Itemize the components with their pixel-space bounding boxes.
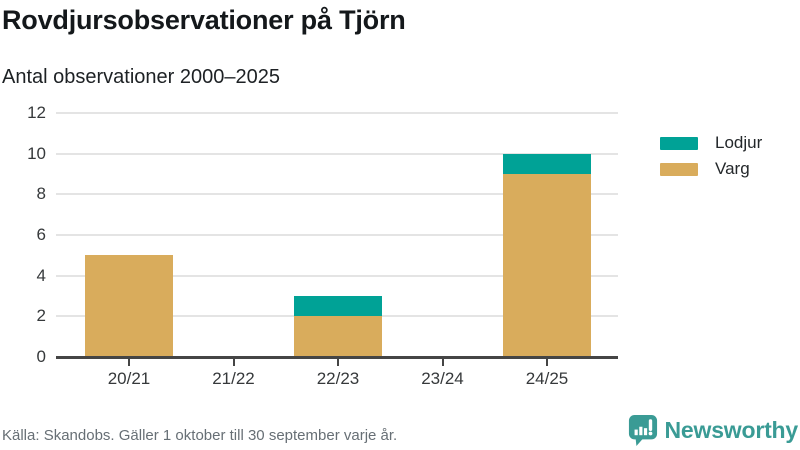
x-axis-tick bbox=[337, 359, 339, 366]
y-grid-line bbox=[56, 274, 618, 277]
brand-link[interactable]: Newsworthy bbox=[628, 413, 798, 447]
y-axis-label: 2 bbox=[36, 306, 46, 326]
x-axis-label: 24/25 bbox=[525, 369, 569, 388]
y-grid-line bbox=[56, 234, 618, 236]
legend-label: Varg bbox=[715, 159, 750, 178]
x-axis-label: 21/22 bbox=[212, 369, 255, 388]
y-grid-line bbox=[56, 112, 618, 114]
y-axis-label: 8 bbox=[36, 184, 46, 204]
x-axis-tick bbox=[441, 359, 444, 366]
source-note: Källa: Skandobs. Gäller 1 oktober till 3… bbox=[2, 427, 398, 444]
chart-subtitle: Antal observationer 2000–2025 bbox=[2, 66, 280, 88]
newsworthy-logo-icon bbox=[628, 414, 658, 447]
brand-name: Newsworthy bbox=[664, 416, 799, 443]
y-axis-label: 0 bbox=[36, 347, 46, 366]
legend-swatch bbox=[660, 162, 698, 176]
legend-item: Lodjur bbox=[660, 130, 762, 156]
chart-title: Rovdjursobservationer på Tjörn bbox=[2, 5, 406, 35]
y-axis-label: 4 bbox=[36, 265, 46, 285]
x-axis-tick bbox=[232, 359, 235, 366]
legend-item: Varg bbox=[660, 156, 762, 182]
x-axis-tick bbox=[128, 359, 130, 366]
legend-swatch bbox=[660, 136, 698, 150]
x-axis-label: 23/24 bbox=[421, 369, 464, 388]
x-axis-line bbox=[56, 356, 618, 359]
legend: Lodjur Varg bbox=[660, 130, 762, 182]
y-axis-label: 6 bbox=[36, 225, 46, 244]
x-axis-label: 20/21 bbox=[107, 369, 151, 388]
bar-segment bbox=[294, 296, 382, 317]
legend-label: Lodjur bbox=[715, 133, 763, 152]
bar-segment bbox=[503, 153, 591, 174]
bar-segment bbox=[503, 174, 591, 357]
x-axis-tick bbox=[546, 359, 548, 366]
x-axis-label: 22/23 bbox=[316, 369, 360, 388]
y-axis-label: 10 bbox=[27, 143, 46, 163]
y-grid-line bbox=[56, 152, 618, 155]
y-axis-label: 12 bbox=[27, 103, 46, 122]
bar-segment bbox=[85, 255, 173, 357]
bar-segment bbox=[294, 316, 382, 357]
y-grid-line bbox=[56, 193, 618, 196]
